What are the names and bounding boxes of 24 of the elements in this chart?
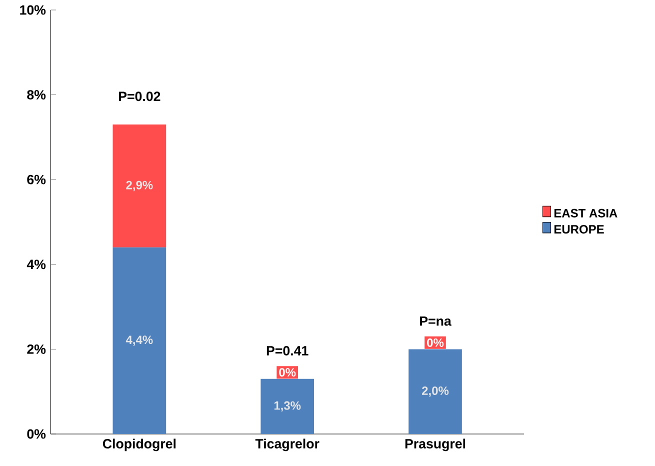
data-label: 0% (279, 368, 296, 377)
legend-label: EUROPE (554, 225, 604, 234)
bar (112, 124, 166, 248)
y-tick-label: 2% (27, 344, 46, 354)
bar (112, 247, 166, 434)
y-tick-label: 10% (20, 5, 46, 15)
data-label: 1,3% (274, 401, 301, 412)
x-tick-label: Prasugrel (405, 438, 466, 452)
data-label: 0% (427, 338, 444, 347)
annotation: P=0.02 (119, 92, 160, 102)
data-label: 4,4% (126, 336, 153, 346)
y-tick-label: 6% (27, 174, 46, 184)
bar (408, 349, 462, 434)
bar (260, 378, 314, 434)
y-tick-label: 4% (26, 260, 46, 270)
y-tick-label: 8% (27, 90, 46, 100)
x-tick-label: Ticagrelor (255, 438, 320, 452)
annotation: P=na (420, 316, 452, 326)
legend-label: EAST ASIA (554, 208, 618, 218)
x-tick-label: Clopidogrel (102, 438, 176, 452)
annotation: P=0.41 (266, 346, 308, 356)
data-label: 2,0% (422, 386, 449, 397)
data-label: 2,9% (126, 180, 153, 192)
y-tick-label: 0% (27, 429, 46, 439)
